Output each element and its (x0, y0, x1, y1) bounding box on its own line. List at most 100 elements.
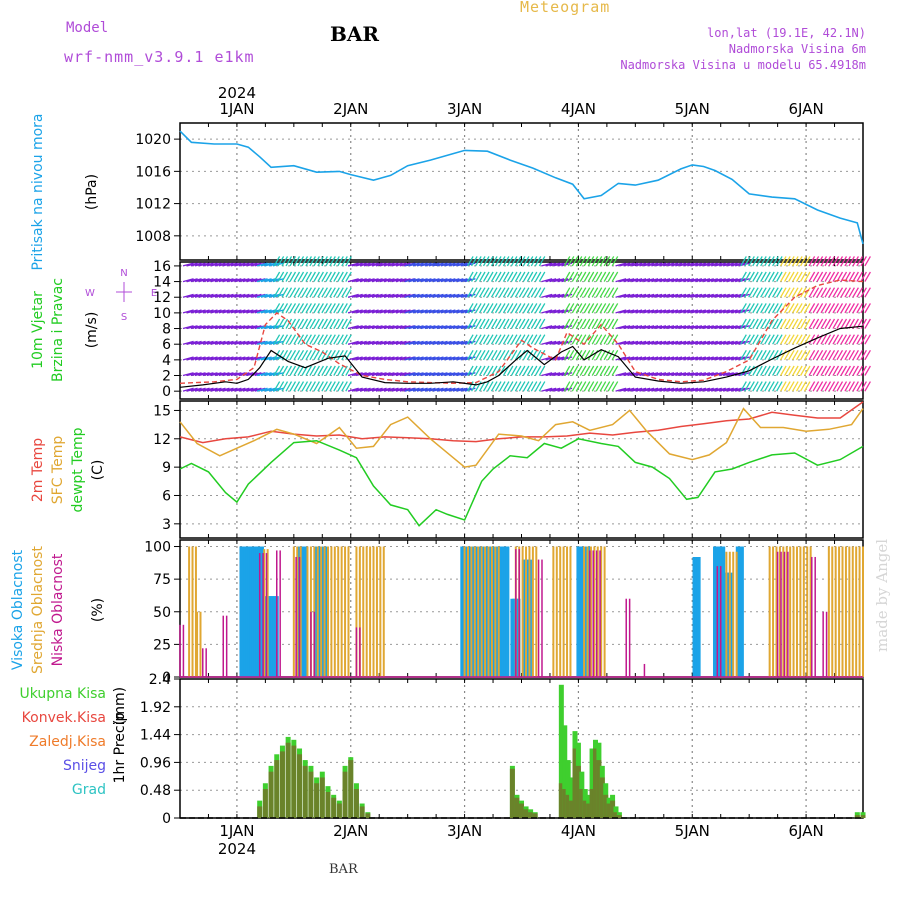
wind-barb (718, 293, 730, 298)
wind-barb (832, 334, 840, 345)
wind-barb (788, 303, 795, 314)
wind-barb (363, 340, 375, 345)
wind-barb (803, 287, 811, 298)
wind-barb (808, 318, 816, 329)
wind-barb (832, 318, 840, 329)
wind-barb (526, 334, 534, 345)
wind-barb-band (808, 256, 871, 392)
wind-barb (856, 334, 863, 345)
wind-barb (432, 309, 444, 314)
wind-barb (182, 278, 194, 283)
y-tick-label: 2 (162, 369, 171, 385)
wind-barb (355, 278, 367, 283)
wind-barb (812, 381, 820, 392)
wind-barb (563, 256, 571, 267)
top-day-label: 6JAN (788, 100, 823, 118)
precip-convective-bar (616, 815, 622, 818)
wind-barb (671, 325, 683, 330)
wind-barb (824, 287, 832, 298)
wind-barb (514, 334, 522, 345)
wind-barb (575, 271, 583, 282)
wind-barb (518, 318, 526, 329)
wind-barb (607, 271, 615, 282)
wind-barb (494, 381, 502, 392)
wind-barb (541, 372, 553, 377)
wind-barb (226, 387, 238, 392)
wind-barb (718, 262, 730, 267)
wind-barb (764, 303, 771, 314)
wind-barb (440, 387, 452, 392)
wind-barb (836, 318, 844, 329)
wind-barb (740, 318, 747, 329)
wind-barb (803, 271, 811, 282)
wind-barb (218, 293, 230, 298)
wind-barb (860, 381, 867, 392)
wind-barb (285, 256, 293, 267)
wind-barb (675, 293, 687, 298)
wind-barb (752, 334, 759, 345)
wind-barb (238, 387, 250, 392)
wind-barb (619, 293, 631, 298)
wind-barb (238, 293, 250, 298)
wind-barb (250, 278, 262, 283)
wind-barb (250, 356, 262, 361)
wind-barb (595, 303, 603, 314)
wind-barb (563, 381, 571, 392)
wind-barb (210, 278, 222, 283)
wind-barb (603, 381, 611, 392)
wind-barb (317, 303, 324, 314)
wind-barb (734, 293, 746, 298)
wind-barb (522, 381, 530, 392)
wind-barb (264, 278, 276, 283)
wind-barb (371, 325, 383, 330)
wind-barb (828, 381, 836, 392)
wind-barb (256, 278, 268, 283)
wind-barb (293, 256, 301, 267)
wind-barb (852, 303, 859, 314)
wind-barb (387, 387, 399, 392)
wind-barb (651, 278, 663, 283)
wind-barb (202, 262, 214, 267)
wind-barb (756, 256, 763, 267)
wind-barb (412, 309, 424, 314)
wind-barb (635, 262, 647, 267)
wind-barb (375, 278, 387, 283)
wind-barb (607, 381, 615, 392)
wind-barb (486, 365, 494, 376)
wind-barb (627, 387, 639, 392)
wind-barb (478, 303, 486, 314)
wind-barb (285, 287, 293, 298)
wind-barb (695, 278, 707, 283)
wind-barb (583, 381, 591, 392)
wind-barb (615, 340, 627, 345)
wind-barb (329, 365, 336, 376)
precip-legend-item: Snijeg (63, 758, 106, 774)
wind-barb (264, 325, 276, 330)
wind-barb (856, 303, 863, 314)
wind-barb (182, 262, 194, 267)
wind-barb (436, 262, 448, 267)
wind-barb (711, 325, 722, 330)
wind-barb (691, 278, 703, 283)
wind-barb (836, 287, 844, 298)
wind-barb (571, 271, 579, 282)
wind-barb (828, 365, 836, 376)
wind-barb (234, 293, 246, 298)
wind-barb (545, 325, 557, 330)
wind-barb (329, 287, 336, 298)
wind-barb (812, 256, 820, 267)
wind-barb (202, 340, 214, 345)
wind-barb (744, 334, 751, 345)
wind-barb (313, 349, 320, 361)
wind-barb (563, 349, 571, 361)
wind-ylabel: 10m Vjetar (30, 291, 46, 369)
wind-barb (832, 303, 840, 314)
wind-barb (526, 256, 534, 267)
wind-barb (722, 262, 734, 267)
wind-barb (218, 325, 230, 330)
wind-barb (667, 372, 679, 377)
wind-barb (471, 271, 478, 282)
wind-barb (329, 271, 336, 282)
y-tick-label: 0 (162, 384, 171, 400)
wind-barb (214, 372, 226, 377)
